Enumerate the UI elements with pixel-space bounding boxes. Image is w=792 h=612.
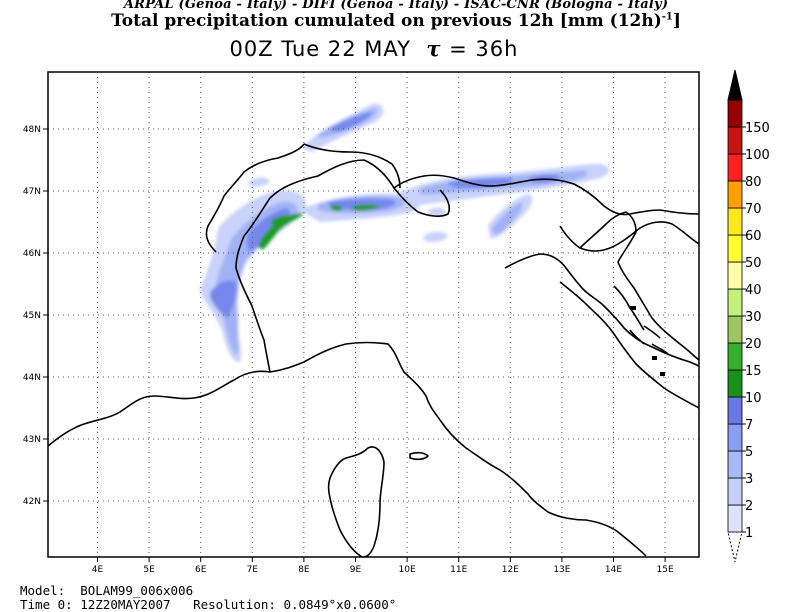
footer-time: Time 0: 12Z20MAY2007 Resolution: 0.0849°… <box>20 597 396 612</box>
lon-label: 12E <box>502 565 519 575</box>
legend-label: 40 <box>745 283 762 298</box>
coastline-adriatic-italy <box>559 281 699 409</box>
island-1 <box>630 306 636 310</box>
legend-swatch <box>727 450 743 479</box>
legend-label: 150 <box>745 121 770 136</box>
border-slovenia <box>559 221 699 252</box>
precipitation-field <box>200 103 610 363</box>
title-end: ] <box>672 11 681 31</box>
model-label: Model: <box>20 583 66 598</box>
lat-label: 45N <box>23 311 41 321</box>
lat-label: 42N <box>23 497 41 507</box>
latitude-labels: 48N 47N 46N 45N 44N 43N 42N <box>23 125 48 507</box>
lat-label: 46N <box>23 249 41 259</box>
title-exponent: -1 <box>661 11 673 23</box>
coastline-istria-croatia <box>579 211 699 361</box>
legend-label: 3 <box>745 472 753 487</box>
lon-label: 11E <box>450 565 467 575</box>
legend-label: 15 <box>745 364 762 379</box>
coastline-france-italy <box>48 341 647 557</box>
legend-swatch <box>727 504 743 533</box>
lon-label: 15E <box>657 565 674 575</box>
legend-label: 60 <box>745 229 762 244</box>
legend-swatch <box>727 153 743 182</box>
longitude-labels: 4E 5E 6E 7E 8E 9E 10E 11E 12E 13E 14E 15E <box>92 557 674 575</box>
time0-label: Time 0: <box>20 597 73 612</box>
coastline-northern-adriatic <box>504 253 699 367</box>
legend-swatch <box>727 99 743 128</box>
legend-label: 2 <box>745 499 753 514</box>
legend-label: 70 <box>745 202 762 217</box>
legend-label: 5 <box>745 445 753 460</box>
croatia-islands <box>629 325 669 355</box>
legend-label: 7 <box>745 418 753 433</box>
footer-model: Model: BOLAM99_006x006 <box>20 583 193 598</box>
tau-value: = 36h <box>449 37 519 61</box>
legend-swatch <box>727 261 743 290</box>
border-germany <box>303 143 401 189</box>
legend-swatch <box>727 396 743 425</box>
plot-title: Total precipitation cumulated on previou… <box>0 11 792 31</box>
lon-label: 10E <box>399 565 416 575</box>
model-value: BOLAM99_006x006 <box>80 583 194 598</box>
resolution-value: 0.0849°x0.0600° <box>283 597 397 612</box>
lat-label: 47N <box>23 187 41 197</box>
legend-label: 20 <box>745 337 762 352</box>
legend-swatch <box>727 342 743 371</box>
graticule <box>48 72 699 557</box>
border-austria <box>393 174 699 216</box>
island-2 <box>652 356 657 360</box>
time0-value: 12Z20MAY2007 <box>80 597 171 612</box>
legend-arrow-min <box>727 531 743 563</box>
legend-label: 50 <box>745 256 762 271</box>
legend-swatch <box>727 207 743 236</box>
tau-symbol: τ <box>426 36 442 61</box>
legend-label: 80 <box>745 175 762 190</box>
lon-label: 13E <box>553 565 570 575</box>
lat-label: 43N <box>23 435 41 445</box>
legend-label: 10 <box>745 391 762 406</box>
legend-swatch <box>727 423 743 452</box>
legend-swatch <box>727 180 743 209</box>
credits-line: ARPAL (Genoa - Italy) - DIFI (Genoa - It… <box>123 0 669 12</box>
border-france <box>205 143 305 253</box>
resolution-label: Resolution: <box>193 597 276 612</box>
lon-label: 4E <box>92 565 104 575</box>
legend-arrow-max <box>727 69 743 101</box>
legend-swatch <box>727 315 743 344</box>
lon-label: 5E <box>143 565 155 575</box>
legend-label: 1 <box>745 526 753 541</box>
lon-label: 8E <box>298 565 310 575</box>
coast-elba <box>409 451 429 461</box>
legend-swatch <box>727 288 743 317</box>
legend-label: 30 <box>745 310 762 325</box>
coast-corsica <box>327 446 385 557</box>
forecast-time: 00Z Tue 22 MAY τ = 36h <box>0 36 748 61</box>
precip-peak-areas <box>211 204 380 299</box>
legend-swatch <box>727 234 743 263</box>
coastlines-and-borders <box>48 143 699 557</box>
lon-label: 7E <box>247 565 259 575</box>
lon-label: 14E <box>605 565 622 575</box>
legend-swatch <box>727 477 743 506</box>
border-switzerland <box>243 159 451 237</box>
lat-label: 48N <box>23 125 41 135</box>
title-main: Total precipitation cumulated on previou… <box>111 11 662 31</box>
valid-time: 00Z Tue 22 MAY <box>229 37 411 61</box>
border-italy-france <box>235 235 271 373</box>
color-legend: 1 2 3 5 7 10 15 20 30 40 50 60 70 80 100 150 <box>727 69 770 563</box>
legend-swatch <box>727 126 743 155</box>
lon-label: 9E <box>350 565 362 575</box>
legend-label: 100 <box>745 148 770 163</box>
lat-label: 44N <box>23 373 41 383</box>
legend-swatch <box>727 369 743 398</box>
coast-istria <box>613 285 645 331</box>
lon-label: 6E <box>195 565 207 575</box>
island-3 <box>660 372 665 376</box>
